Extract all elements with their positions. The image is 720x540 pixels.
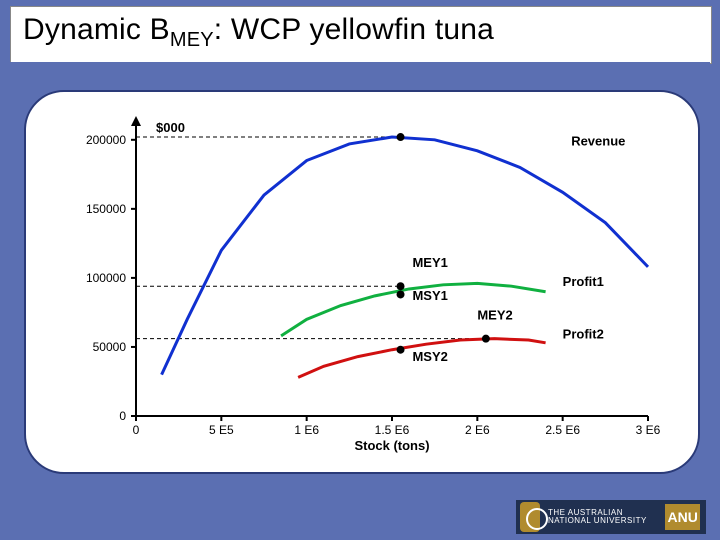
x-tick-label: 5 E5	[209, 423, 234, 437]
page-title: Dynamic BMEY: WCP yellowfin tuna	[11, 7, 711, 52]
logo-text: THE AUSTRALIAN NATIONAL UNIVERSITY	[548, 509, 665, 525]
x-tick-label: 2 E6	[465, 423, 490, 437]
x-tick-label: 1.5 E6	[375, 423, 410, 437]
annotation: Profit1	[563, 274, 604, 289]
y-tick-label: 100000	[86, 271, 126, 285]
university-logo: THE AUSTRALIAN NATIONAL UNIVERSITY ANU	[516, 500, 706, 534]
marker-rev_peak	[397, 133, 405, 141]
x-tick-label: 3 E6	[636, 423, 661, 437]
title-suffix: : WCP yellowfin tuna	[214, 13, 494, 46]
marker-MSY2	[397, 346, 405, 354]
title-subscript: MEY	[170, 29, 214, 51]
chart-canvas: 0 50000 100000 150000 200000 $000 0 5 E5 1 E6 1.5…	[56, 106, 668, 458]
marker-MEY1	[397, 282, 405, 290]
annotation: MSY1	[412, 288, 447, 303]
y-tick-label: 50000	[93, 340, 127, 354]
x-tick-label: 2.5 E6	[545, 423, 580, 437]
y-tick-label: 0	[119, 409, 126, 423]
anu-badge: ANU	[665, 504, 700, 530]
y-axis-arrow-icon	[131, 116, 141, 126]
x-tick-label: 0	[133, 423, 140, 437]
x-tick-label: 1 E6	[294, 423, 319, 437]
crest-icon	[520, 502, 540, 532]
annotation: Revenue	[571, 133, 625, 148]
x-axis-label: Stock (tons)	[354, 438, 429, 453]
chart-frame: 0 50000 100000 150000 200000 $000 0 5 E5 1 E6 1.5…	[24, 90, 700, 474]
y-tick-label: 150000	[86, 202, 126, 216]
marker-MSY1	[397, 290, 405, 298]
slide: Dynamic BMEY: WCP yellowfin tuna 0 50000 1…	[0, 0, 720, 540]
chart-svg: 0 50000 100000 150000 200000 $000 0 5 E5 1 E6 1.5…	[56, 106, 668, 458]
annotation: MEY1	[412, 255, 447, 270]
title-underline	[10, 62, 710, 68]
annotation: MEY2	[477, 307, 512, 322]
annotation: Profit2	[563, 327, 604, 342]
marker-MEY2	[482, 335, 490, 343]
y-axis-label: $000	[156, 120, 185, 135]
annotation: MSY2	[412, 349, 447, 364]
y-tick-label: 200000	[86, 133, 126, 147]
title-prefix: Dynamic B	[23, 13, 170, 46]
title-box: Dynamic BMEY: WCP yellowfin tuna	[10, 6, 712, 64]
